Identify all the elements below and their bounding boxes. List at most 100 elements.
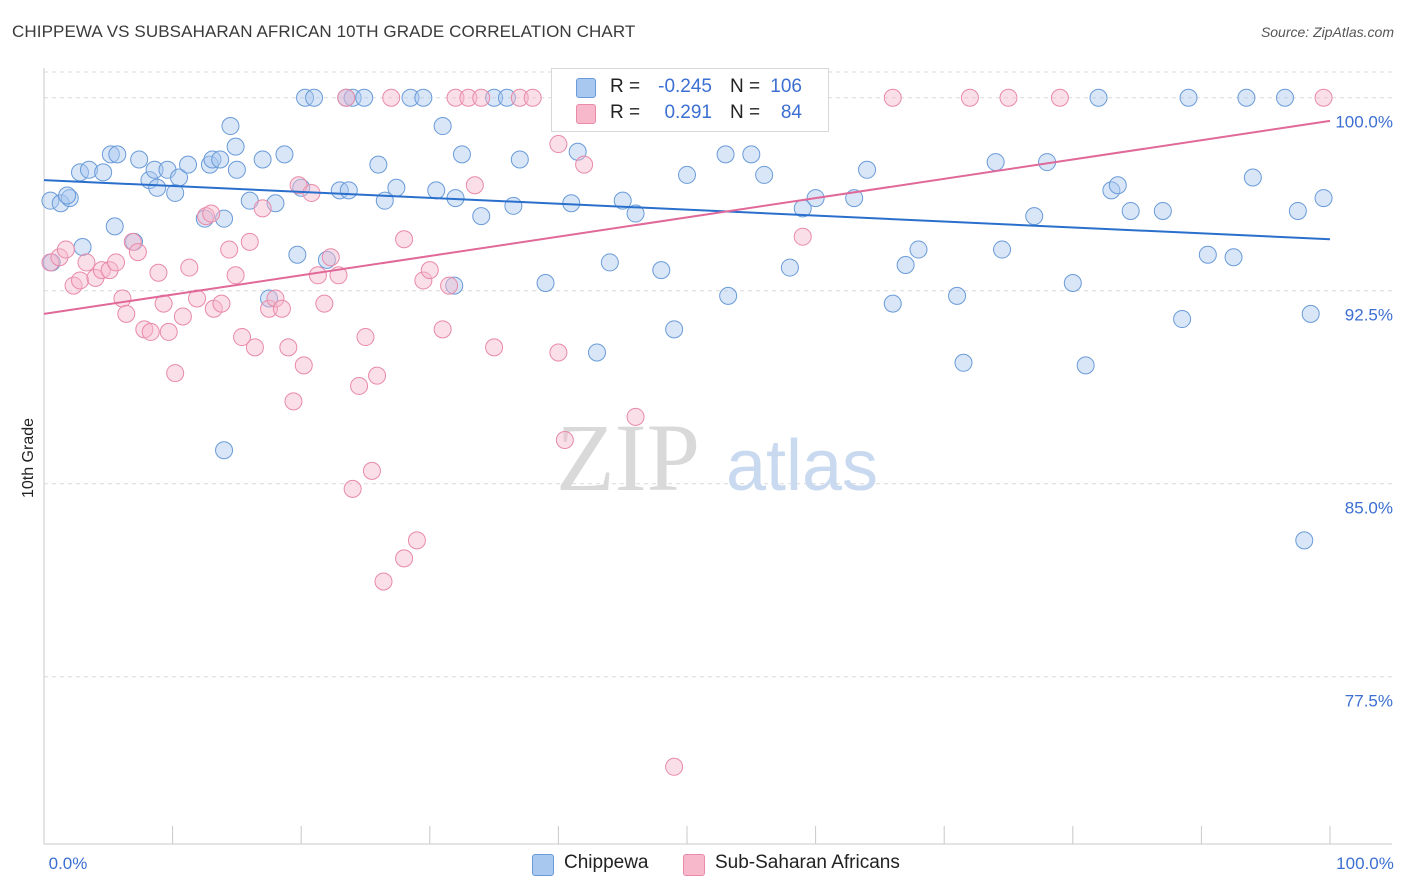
subsaharan-point (260, 299, 279, 318)
subsaharan-point (420, 261, 439, 280)
subsaharan-point (368, 366, 387, 385)
chippewa-point (587, 343, 606, 362)
legend-label: Sub-Saharan Africans (715, 852, 900, 873)
subsaharan-point (321, 248, 340, 267)
subsaharan-point (226, 266, 245, 285)
subsaharan-point (197, 207, 216, 226)
source-note: Source: ZipAtlas.com (1260, 24, 1394, 40)
chippewa-point (909, 240, 928, 259)
subsaharan-point (117, 304, 136, 323)
subsaharan-point (294, 356, 313, 375)
subsaharan-point (549, 135, 568, 154)
chippewa-point (60, 189, 79, 208)
chippewa-point (227, 160, 246, 179)
chippewa-point (472, 207, 491, 226)
subsaharan-point (86, 268, 105, 287)
subsaharan-point (626, 407, 645, 426)
page-title: CHIPPEWA VS SUBSAHARAN AFRICAN 10TH GRAD… (12, 22, 636, 41)
grid-layer (44, 71, 1392, 678)
legend-r-value: -0.245 (658, 76, 712, 97)
chippewa-point (203, 150, 222, 169)
chippewa-point (1288, 201, 1307, 220)
legend-n-value: 106 (770, 76, 802, 97)
chippewa-point (179, 155, 198, 174)
chippewa-point (1153, 201, 1172, 220)
subsaharan-point (549, 343, 568, 362)
legend-n-label: N = (730, 76, 761, 97)
subsaharan-point (212, 294, 231, 313)
chippewa-point (145, 160, 164, 179)
subsaharan-point (245, 338, 264, 357)
chippewa-swatch (532, 854, 554, 876)
axes (43, 68, 1392, 845)
watermark: ZIP atlas (556, 404, 878, 511)
chippewa-point (105, 217, 124, 236)
chippewa-point (433, 117, 452, 136)
subsaharan-swatch (576, 104, 596, 124)
chippewa-point (1179, 88, 1198, 107)
subsaharan-point (50, 248, 69, 267)
chippewa-point (94, 163, 113, 182)
chippewa-point (1243, 168, 1262, 187)
chippewa-point (613, 191, 632, 210)
chippewa-point (41, 191, 60, 210)
chippewa-point (296, 88, 315, 107)
chippewa-point (504, 196, 523, 215)
legend-r-value: 0.291 (664, 102, 712, 123)
chippewa-point (211, 150, 230, 169)
chippewa-trend-line (43, 179, 1331, 241)
subsaharan-trend-line (43, 119, 1331, 315)
chippewa-point (1198, 245, 1217, 264)
chippewa-point (986, 153, 1005, 172)
subsaharan-point (395, 230, 414, 249)
subsaharan-point (272, 299, 291, 318)
chippewa-point (600, 253, 619, 272)
subsaharan-point (180, 258, 199, 277)
subsaharan-point (414, 271, 433, 290)
chippewa-point (166, 183, 185, 202)
subsaharan-point (343, 479, 362, 498)
chippewa-point (452, 145, 471, 164)
chippewa-point (665, 320, 684, 339)
subsaharan-point (446, 88, 465, 107)
legend-row-chippewa: R = -0.245 N = 106 (552, 74, 828, 100)
chippewa-point (1108, 176, 1127, 195)
chippewa-point (101, 145, 120, 164)
chippewa-point (716, 145, 735, 164)
subsaharan-point (266, 289, 285, 308)
chippewa-point (108, 145, 127, 164)
subsaharan-point (350, 376, 369, 395)
chippewa-point (427, 181, 446, 200)
subsaharan-point (100, 261, 119, 280)
chippewa-point (883, 294, 902, 313)
chippewa-point (130, 150, 149, 169)
subsaharan-point (407, 531, 426, 550)
subsaharan-point (337, 88, 356, 107)
chippewa-point (260, 289, 279, 308)
subsaharan-point (128, 243, 147, 262)
legend-r-label: R = (610, 76, 641, 97)
subsaharan-point (999, 88, 1018, 107)
chippewa-swatch (576, 78, 596, 98)
y-tick-label: 85.0% (1345, 499, 1393, 518)
y-tick-label: 100.0% (1335, 113, 1393, 132)
x-tick-label: 0.0% (49, 854, 88, 873)
subsaharan-point (253, 199, 272, 218)
subsaharan-point (220, 240, 239, 259)
chippewa-point (536, 274, 555, 293)
chippewa-point (719, 286, 738, 305)
subsaharan-point (374, 572, 393, 591)
chippewa-point (1121, 201, 1140, 220)
subsaharan-point (173, 307, 192, 326)
chippewa-point (414, 88, 433, 107)
subsaharan-point (240, 232, 259, 251)
subsaharan-point (1050, 88, 1069, 107)
chippewa-point (993, 240, 1012, 259)
chippewa-point (954, 353, 973, 372)
subsaharan-point (113, 289, 132, 308)
chippewa-point (742, 145, 761, 164)
series-legend: Chippewa Sub-Saharan Africans (0, 852, 1406, 878)
legend-r-label: R = (610, 102, 641, 123)
chippewa-point (948, 286, 967, 305)
